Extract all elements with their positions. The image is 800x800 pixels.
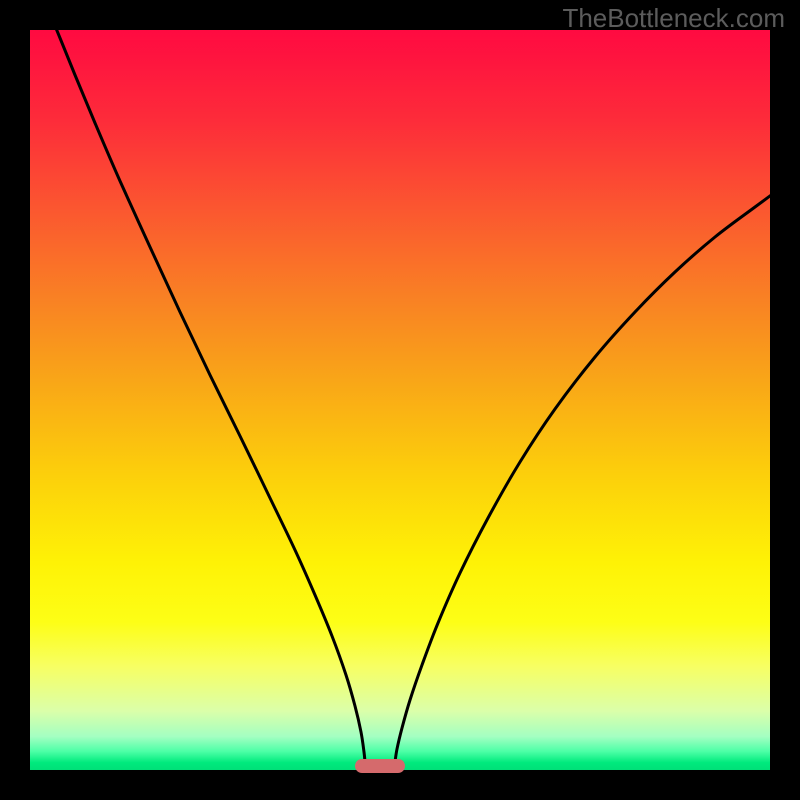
optimal-marker (355, 759, 405, 773)
bottleneck-chart: TheBottleneck.com (0, 0, 800, 800)
watermark-text: TheBottleneck.com (562, 3, 785, 33)
chart-plot-area (30, 30, 770, 770)
